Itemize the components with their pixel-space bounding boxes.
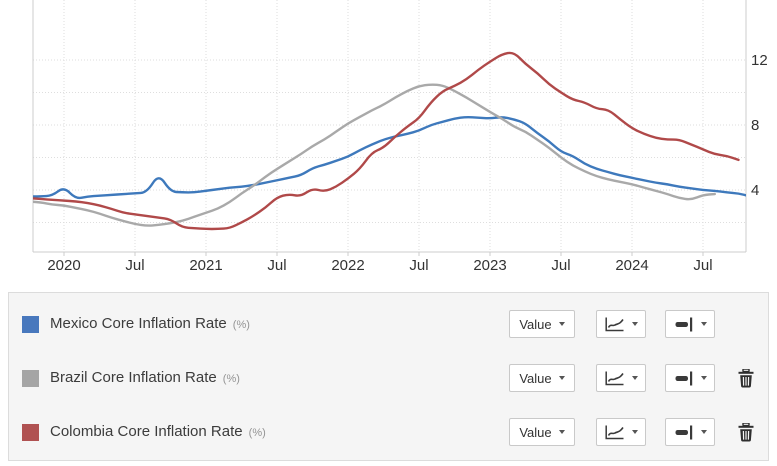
chart-type-dropdown[interactable]	[596, 418, 646, 446]
caret-down-icon	[632, 322, 638, 326]
legend-row-mexico: Mexico Core Inflation Rate (%) Value	[9, 297, 768, 351]
caret-down-icon	[700, 430, 707, 434]
svg-text:Jul: Jul	[409, 257, 428, 274]
svg-text:12: 12	[751, 52, 768, 69]
series-color-swatch	[22, 369, 39, 387]
series-color-swatch	[22, 423, 39, 441]
svg-text:Jul: Jul	[125, 257, 144, 274]
series-line-brazil	[33, 83, 716, 227]
caret-down-icon	[632, 430, 638, 434]
series-line-mexico	[33, 115, 746, 200]
legend-panel: Mexico Core Inflation Rate (%) Value	[8, 292, 769, 461]
series-color-swatch	[22, 315, 39, 333]
delete-series-button[interactable]	[737, 422, 754, 442]
line-chart-icon	[605, 425, 624, 439]
series-label: Brazil Core Inflation Rate	[50, 369, 217, 386]
series-line-colombia	[33, 51, 740, 231]
chart-type-dropdown[interactable]	[596, 364, 646, 392]
line-style-icon	[675, 371, 692, 385]
series-unit: (%)	[229, 319, 250, 331]
caret-down-icon	[632, 376, 638, 380]
line-style-icon	[675, 425, 692, 439]
trash-icon	[738, 368, 753, 388]
legend-row-brazil: Brazil Core Inflation Rate (%) Value	[9, 351, 768, 405]
svg-text:4: 4	[751, 182, 759, 199]
legend-row-colombia: Colombia Core Inflation Rate (%) Value	[9, 405, 768, 459]
series-controls: Value	[509, 310, 754, 338]
chart-canvas[interactable]: 2020 Jul 2021 Jul 2022 Jul 2023 Jul 2024 Jul 4 8 12	[0, 0, 777, 292]
line-chart-icon	[605, 317, 624, 331]
value-dropdown[interactable]: Value	[509, 418, 575, 446]
y-axis-labels: 4 8 12	[751, 52, 768, 199]
value-dropdown[interactable]: Value	[509, 310, 575, 338]
series-lines	[33, 51, 746, 231]
series-label: Mexico Core Inflation Rate	[50, 315, 227, 332]
svg-text:2021: 2021	[189, 257, 222, 274]
svg-text:8: 8	[751, 117, 759, 134]
caret-down-icon	[700, 322, 707, 326]
chart-type-dropdown[interactable]	[596, 310, 646, 338]
delete-series-button[interactable]	[737, 368, 754, 388]
line-style-dropdown[interactable]	[665, 418, 715, 446]
series-controls: Value	[509, 364, 754, 392]
svg-text:Jul: Jul	[551, 257, 570, 274]
caret-down-icon	[558, 430, 565, 434]
axis-frame	[32, 0, 747, 256]
svg-text:2020: 2020	[47, 257, 80, 274]
line-chart-icon	[605, 371, 624, 385]
caret-down-icon	[700, 376, 707, 380]
trash-icon	[738, 422, 753, 442]
series-unit: (%)	[219, 373, 240, 385]
svg-text:2024: 2024	[615, 257, 648, 274]
chart-area: 2020 Jul 2021 Jul 2022 Jul 2023 Jul 2024 Jul 4 8 12	[0, 0, 777, 292]
svg-text:Jul: Jul	[267, 257, 286, 274]
svg-text:2022: 2022	[331, 257, 364, 274]
x-axis-labels: 2020 Jul 2021 Jul 2022 Jul 2023 Jul 2024 Jul	[47, 257, 712, 274]
series-unit: (%)	[245, 427, 266, 439]
caret-down-icon	[558, 376, 565, 380]
svg-text:Jul: Jul	[693, 257, 712, 274]
series-controls: Value	[509, 418, 754, 446]
series-label: Colombia Core Inflation Rate	[50, 423, 243, 440]
value-dropdown[interactable]: Value	[509, 364, 575, 392]
line-style-dropdown[interactable]	[665, 364, 715, 392]
svg-text:2023: 2023	[473, 257, 506, 274]
caret-down-icon	[558, 322, 565, 326]
line-style-dropdown[interactable]	[665, 310, 715, 338]
line-style-icon	[675, 317, 692, 331]
